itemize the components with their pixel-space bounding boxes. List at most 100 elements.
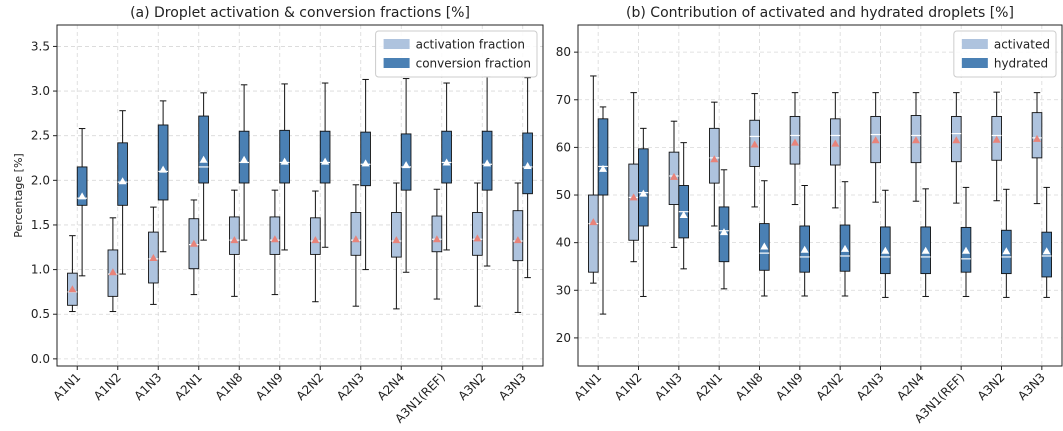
mean-marker [473,234,482,242]
mean-marker [921,246,930,254]
legend-swatch [961,39,988,49]
x-tick-label: A3N3 [496,370,529,403]
x-tick-label: A1N3 [652,370,685,403]
mean-marker [351,235,360,243]
box [1041,231,1052,278]
mean-marker [68,285,77,293]
mean-marker [523,162,532,170]
mean-marker [118,177,127,185]
legend-swatch [383,39,410,49]
y-tick-label: 3.0 [31,84,50,98]
mean-marker [270,235,279,243]
x-tick-label: A1N1 [51,370,84,403]
mean-marker [78,192,87,200]
mean-marker [159,165,168,173]
mean-marker [750,140,759,148]
x-tick-label: A2N3 [334,370,367,403]
legend-swatch [383,58,410,68]
box [431,215,443,253]
x-tick-label: A2N3 [854,370,887,403]
x-tick-label: A1N9 [253,370,286,403]
mean-marker [402,161,411,169]
y-tick-label: 1.5 [31,218,50,232]
y-tick-label: 0.0 [31,352,50,366]
mean-marker [679,211,688,219]
box [628,163,639,241]
y-tick-label: 30 [556,283,571,297]
mean-marker [911,136,920,144]
legend-label: activated [994,38,1050,52]
mean-marker [952,136,961,144]
x-tick-label: A2N4 [894,370,927,403]
legend-label: hydrated [994,57,1048,71]
box [279,129,290,184]
box [350,212,362,256]
box [391,212,402,258]
chart-title: (a) Droplet activation & conversion frac… [130,5,470,21]
legend-label: conversion fraction [416,57,531,71]
mean-marker [240,155,249,163]
mean-marker [1002,247,1011,255]
mean-marker [720,228,729,236]
mean-marker [432,235,441,243]
box [597,118,609,196]
box [360,131,371,187]
y-tick-label: 50 [556,188,571,202]
y-tick-label: 1.0 [31,263,50,277]
mean-marker [629,193,638,201]
x-tick-label: A1N2 [91,370,124,403]
mean-marker [189,239,198,247]
y-tick-label: 80 [556,45,571,59]
y-tick-label: 60 [556,140,571,154]
mean-marker [639,189,648,197]
box [229,216,240,255]
mean-marker [361,159,370,167]
x-tick-label: A1N1 [571,370,604,403]
legend-swatch [961,58,988,68]
box [310,217,321,255]
legend-label: activation fraction [416,38,525,52]
mean-marker [280,157,289,165]
x-tick-label: A1N9 [773,370,806,403]
mean-marker [881,246,890,254]
chart-title: (b) Contribution of activated and hydrat… [626,5,1014,21]
x-tick-label: A1N8 [733,370,766,403]
x-tick-label: A3N2 [456,370,489,403]
mean-marker [442,158,451,166]
mean-marker [962,246,971,254]
mean-marker [800,245,809,253]
y-tick-label: 20 [556,331,571,345]
x-tick-label: A2N1 [172,370,205,403]
box [76,166,88,206]
mean-marker [149,253,158,261]
plot-frame [56,24,544,367]
x-tick-label: A3N3 [1015,370,1048,403]
y-tick-label: 70 [556,93,571,107]
box [157,124,169,201]
mean-marker [1042,247,1051,255]
legend-frame [375,30,538,78]
mean-marker [589,218,598,226]
y-tick-label: 40 [556,236,571,250]
mean-marker [790,138,799,146]
y-axis-label: Percentage [%] [12,153,25,237]
mean-marker [841,244,850,252]
x-tick-label: A3N2 [975,370,1008,403]
box [117,142,128,206]
x-tick-label: A2N2 [294,370,327,403]
y-tick-label: 2.5 [31,129,50,143]
mean-marker [1032,134,1041,142]
y-tick-label: 3.5 [31,39,50,53]
mean-marker [710,155,719,163]
plot-frame [577,24,1063,367]
mean-marker [760,242,769,250]
x-tick-label: A1N8 [213,370,246,403]
x-tick-label: A2N1 [692,370,725,403]
mean-marker [311,236,320,244]
box [319,130,331,184]
x-tick-label: A1N3 [132,370,165,403]
x-tick-label: A2N4 [375,370,408,403]
mean-marker [669,172,678,180]
x-tick-label: A1N2 [612,370,645,403]
